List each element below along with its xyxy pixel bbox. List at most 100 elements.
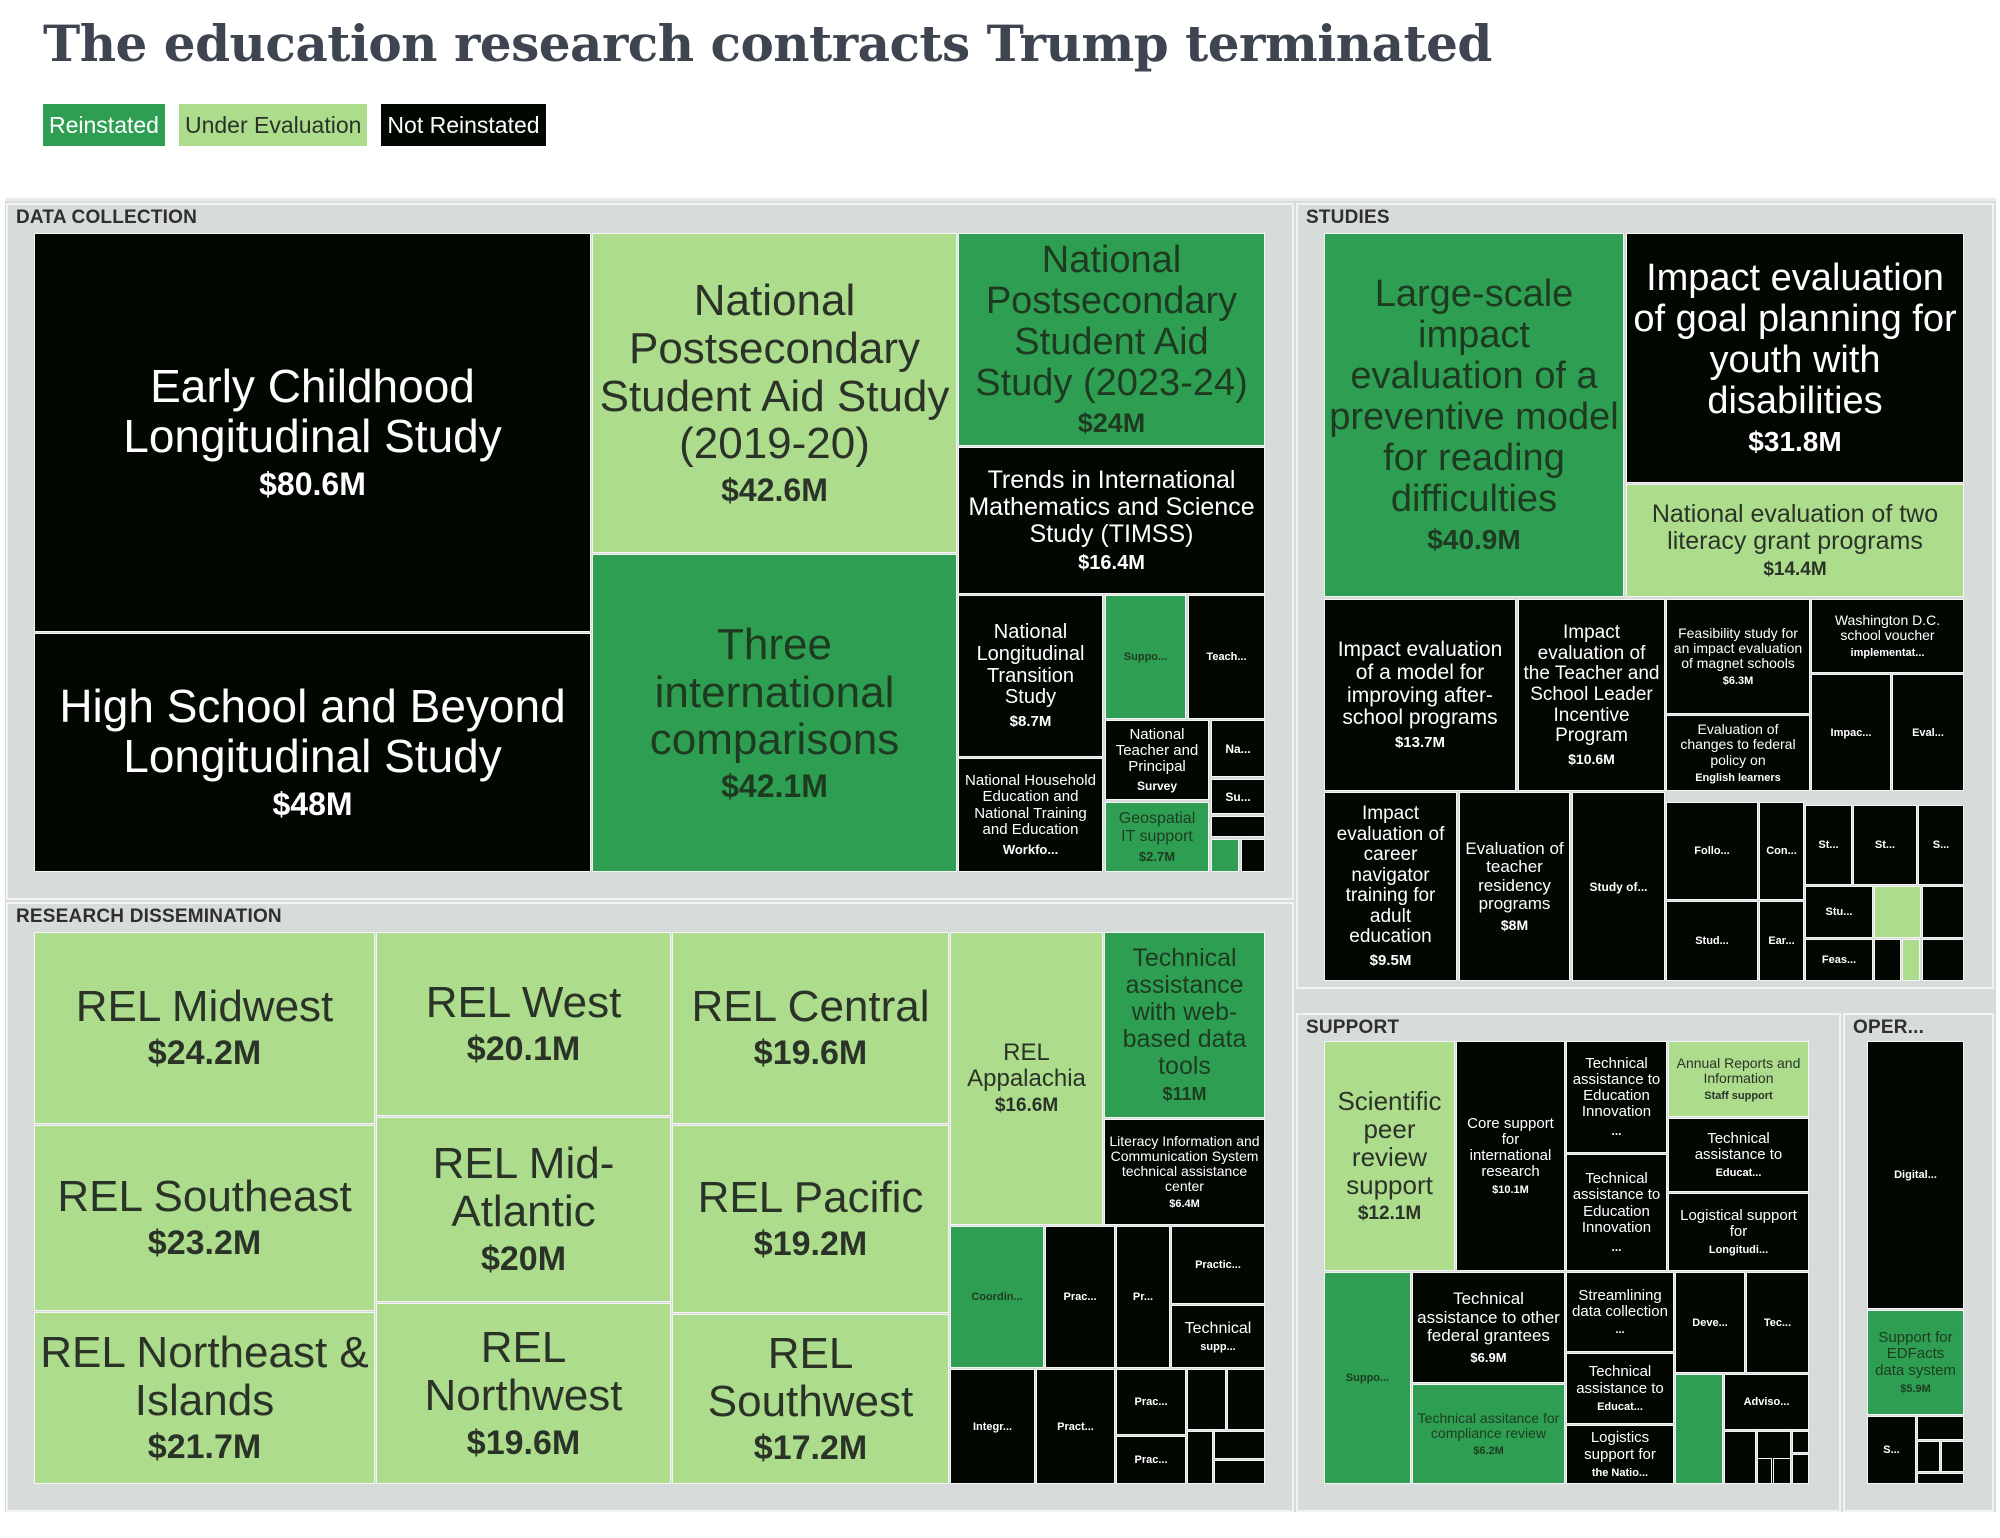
treemap-tile[interactable]: Impac... [1811,674,1891,791]
treemap-tile[interactable]: Tec... [1746,1272,1809,1373]
treemap-tile[interactable]: Practic... [1171,1226,1265,1304]
treemap-tile[interactable]: Technical assistance to Educat... [1668,1118,1809,1192]
treemap-tile[interactable]: S... [1918,805,1964,885]
treemap-tile[interactable]: Coordin... [950,1226,1044,1368]
treemap-tile[interactable] [1922,886,1964,938]
treemap-tile[interactable]: REL Southwest $17.2M [672,1314,949,1484]
treemap-tile[interactable] [1917,1441,1940,1472]
treemap-tile[interactable]: Impact evaluation of goal planning for y… [1626,233,1964,483]
treemap-tile[interactable]: S... [1867,1416,1916,1484]
treemap-tile[interactable]: Technical assistance to Education Innova… [1566,1041,1667,1153]
treemap-tile[interactable]: Literacy Information and Communication S… [1104,1119,1265,1225]
treemap-tile[interactable] [1757,1458,1772,1484]
treemap-tile[interactable]: REL Southeast $23.2M [34,1125,375,1311]
legend-reinstated[interactable]: Reinstated [43,104,165,146]
treemap-tile[interactable] [1917,1416,1964,1440]
treemap-tile[interactable]: Feasibility study for an impact evaluati… [1666,599,1810,714]
treemap-tile[interactable]: Adviso... [1724,1374,1809,1430]
treemap-tile[interactable]: Core support for international research $… [1456,1041,1565,1271]
treemap-tile[interactable]: High School and Beyond Longitudinal Stud… [34,633,591,872]
treemap-tile[interactable]: Suppo... [1105,595,1186,719]
treemap-tile[interactable]: Na... [1211,720,1265,777]
treemap-tile[interactable]: St... [1853,805,1917,885]
treemap-tile[interactable]: Digital... [1867,1041,1964,1309]
treemap-tile[interactable]: National evaluation of two literacy gran… [1626,484,1964,597]
treemap-tile[interactable]: Integr... [950,1369,1035,1484]
treemap-tile[interactable]: Deve... [1675,1272,1745,1373]
treemap-tile[interactable]: Su... [1211,779,1265,814]
treemap-tile[interactable]: Technical assitance for compliance revie… [1412,1384,1565,1484]
treemap-tile[interactable]: Technical assistance to Education Innova… [1566,1154,1667,1271]
treemap-tile[interactable]: Prac... [1116,1369,1186,1435]
treemap-tile[interactable]: Early Childhood Longitudinal Study $80.6M [34,233,591,632]
legend-under-evaluation[interactable]: Under Evaluation [178,104,368,146]
treemap-tile[interactable]: Feas... [1805,939,1873,981]
treemap-tile[interactable]: REL Midwest $24.2M [34,932,375,1124]
treemap-tile[interactable]: Evaluation of changes to federal policy … [1666,715,1810,791]
treemap-tile[interactable]: Stu... [1805,886,1873,938]
treemap-tile[interactable]: National Household Education and Nationa… [958,758,1103,872]
treemap-tile[interactable] [1724,1431,1756,1484]
treemap-tile[interactable]: Prac... [1116,1436,1186,1484]
treemap-tile[interactable]: Study of... [1572,792,1665,981]
treemap-tile[interactable] [1874,886,1921,938]
treemap-tile[interactable]: Support for EDFacts data system $5.9M [1867,1310,1964,1415]
treemap-tile[interactable]: Con... [1759,802,1804,900]
treemap-tile[interactable]: Logistical support for Longitudi... [1668,1193,1809,1271]
treemap-tile[interactable] [1792,1431,1809,1453]
treemap-tile[interactable]: Ear... [1759,901,1804,981]
treemap-tile[interactable] [1211,839,1239,872]
treemap-tile[interactable]: Geospatial IT support $2.7M [1105,802,1209,872]
treemap-tile[interactable]: REL Northwest $19.6M [376,1303,671,1484]
treemap-tile[interactable]: St... [1805,805,1852,885]
treemap-tile[interactable] [1874,939,1901,981]
treemap-tile[interactable]: Trends in International Mathematics and … [958,447,1265,594]
treemap-tile[interactable]: REL Central $19.6M [672,932,949,1124]
treemap-tile[interactable]: Technical assistance to other federal gr… [1412,1272,1565,1383]
treemap-tile[interactable]: Teach... [1188,595,1265,719]
treemap-tile[interactable]: Eval... [1892,674,1964,791]
treemap-tile[interactable]: Suppo... [1324,1272,1411,1484]
treemap-tile[interactable]: National Postsecondary Student Aid Study… [592,233,957,553]
treemap-tile[interactable]: Logistics support for the Natio... [1566,1425,1674,1484]
treemap-tile[interactable]: National Postsecondary Student Aid Study… [958,233,1265,446]
treemap-tile[interactable]: REL Appalachia $16.6M [950,932,1103,1225]
treemap-tile[interactable] [1187,1431,1213,1484]
treemap-tile[interactable]: Large-scale impact evaluation of a preve… [1324,233,1624,597]
treemap-tile[interactable] [1922,939,1964,981]
treemap-tile[interactable]: Washington D.C. school voucher implementa… [1811,599,1964,673]
treemap-tile[interactable]: Stud... [1666,901,1758,981]
treemap-tile[interactable]: Technical assistance with web-based data… [1104,932,1265,1118]
treemap-tile[interactable]: REL Northeast & Islands $21.7M [34,1312,375,1484]
treemap-tile[interactable]: Follo... [1666,802,1758,900]
treemap-tile[interactable] [1917,1473,1964,1484]
treemap-tile[interactable] [1792,1454,1809,1484]
treemap-tile[interactable]: Impact evaluation of the Teacher and Sch… [1518,599,1665,791]
treemap-tile[interactable]: Impact evaluation of career navigator tr… [1324,792,1457,981]
legend-not-reinstated[interactable]: Not Reinstated [381,104,546,146]
treemap-tile[interactable] [1187,1369,1226,1430]
treemap-tile[interactable]: Technical supp... [1171,1305,1265,1368]
treemap-tile[interactable] [1773,1458,1791,1484]
treemap-tile[interactable] [1941,1441,1964,1472]
treemap-tile[interactable]: REL Mid-Atlantic $20M [376,1117,671,1302]
treemap-tile[interactable]: Pract... [1036,1369,1115,1484]
treemap-tile[interactable]: Scientific peer review support $12.1M [1324,1041,1455,1271]
treemap-tile[interactable]: Evaluation of teacher residency programs… [1459,792,1570,981]
treemap-tile[interactable]: National Teacher and Principal Survey [1105,720,1209,800]
treemap-tile[interactable]: Annual Reports and Information Staff supp… [1668,1041,1809,1117]
treemap-tile[interactable]: Streamlining data collection... [1566,1272,1674,1352]
treemap-tile[interactable]: National Longitudinal Transition Study $8… [958,595,1103,757]
treemap-tile[interactable] [1227,1369,1265,1430]
treemap-tile[interactable]: REL West $20.1M [376,932,671,1116]
treemap-tile[interactable]: Pr... [1116,1226,1170,1368]
treemap-tile[interactable]: Technical assistance to Educat... [1566,1353,1674,1424]
treemap-tile[interactable]: REL Pacific $19.2M [672,1125,949,1313]
treemap-tile[interactable] [1211,816,1265,837]
treemap-tile[interactable] [1214,1431,1265,1459]
treemap-tile[interactable] [1902,939,1920,981]
treemap-tile[interactable]: Prac... [1045,1226,1115,1368]
treemap-tile[interactable] [1214,1460,1265,1484]
treemap-tile[interactable]: Three international comparisons $42.1M [592,554,957,872]
treemap-tile[interactable] [1241,839,1265,872]
